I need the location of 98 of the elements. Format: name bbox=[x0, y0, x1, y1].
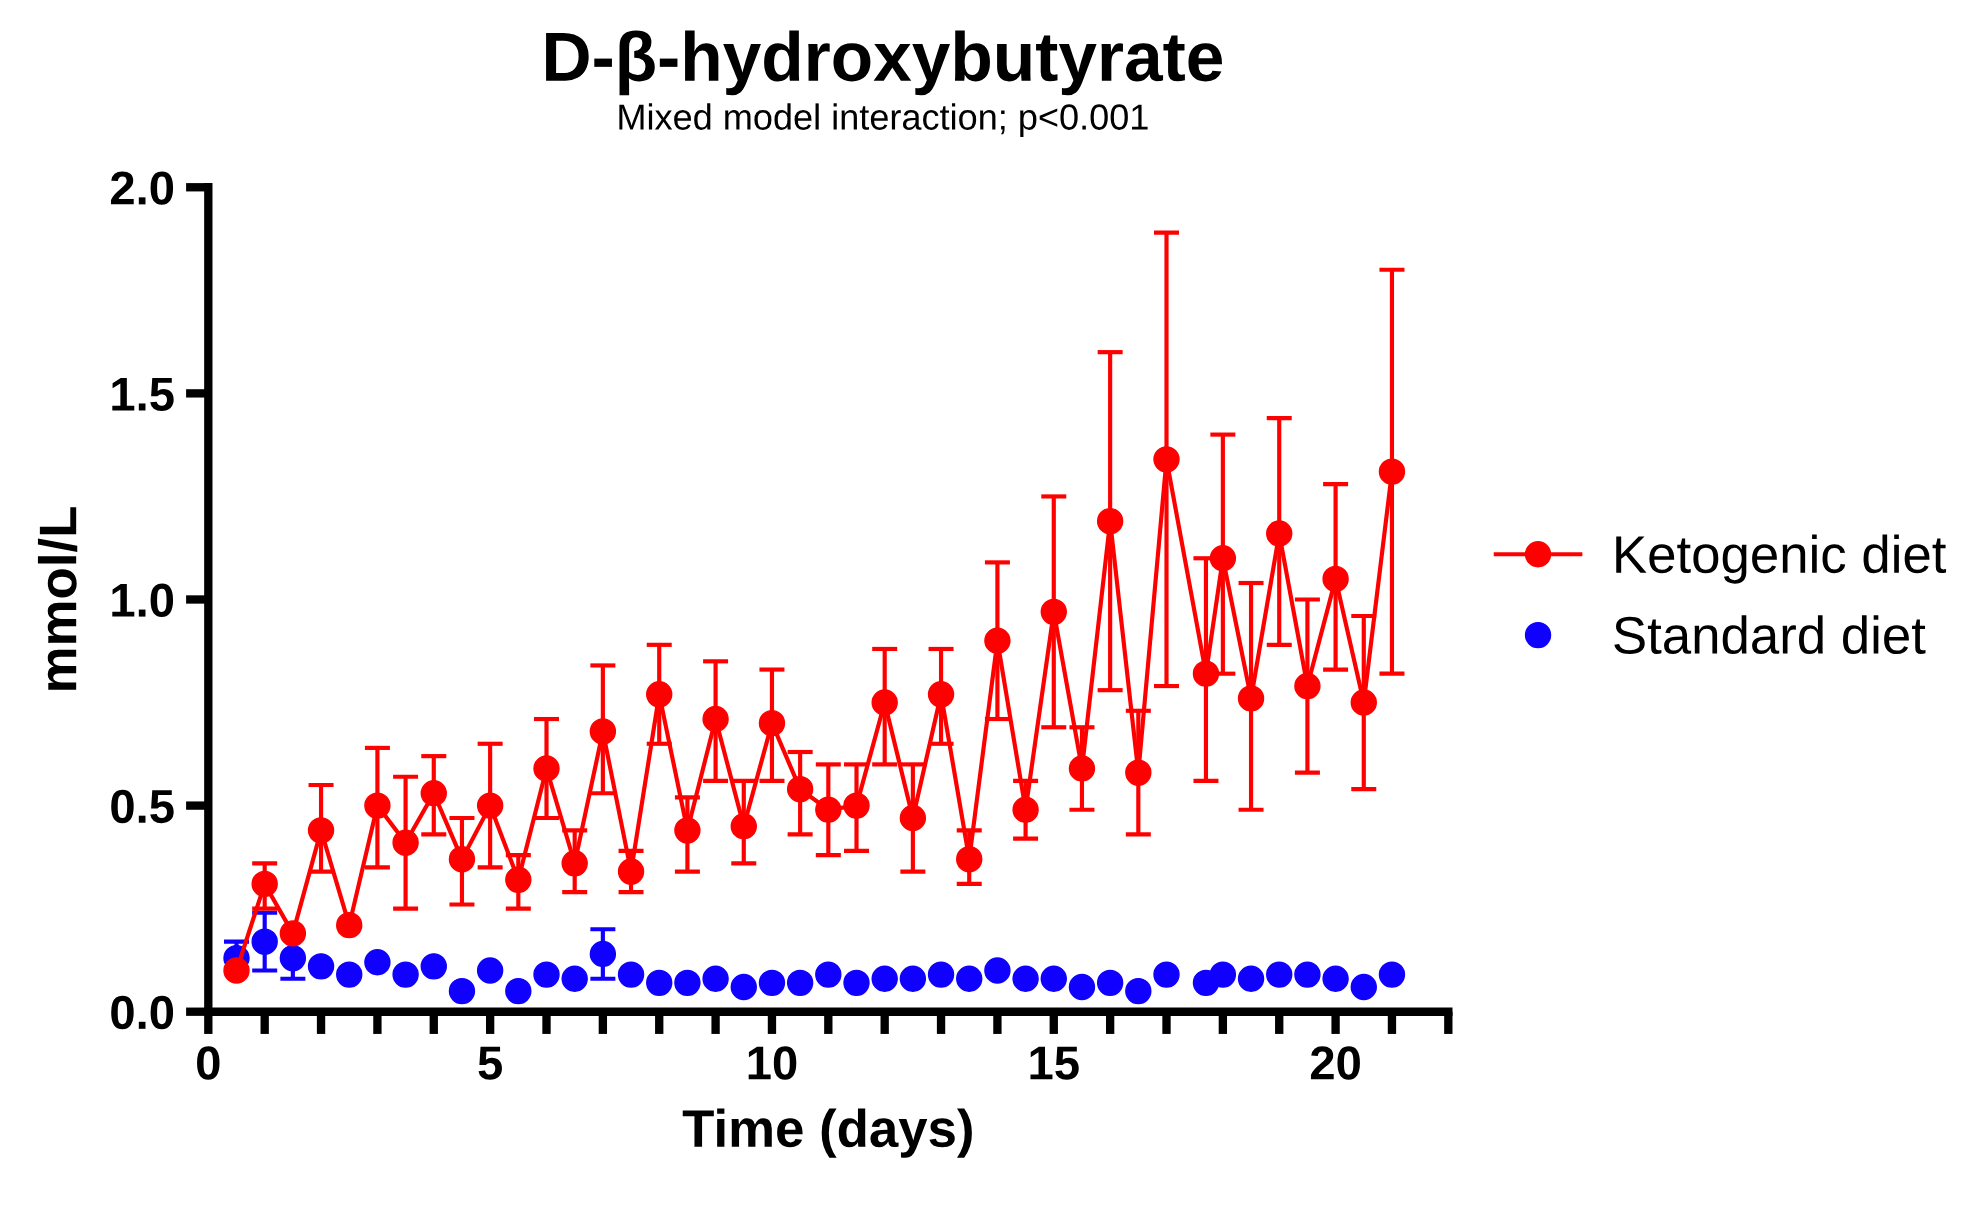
point bbox=[448, 977, 476, 1005]
point bbox=[420, 780, 447, 807]
point bbox=[758, 969, 786, 997]
point bbox=[871, 689, 898, 716]
y-tick-label: 1.0 bbox=[112, 583, 174, 618]
x-tick-label: 20 bbox=[1310, 1046, 1360, 1080]
point bbox=[730, 973, 757, 1001]
point bbox=[223, 957, 250, 984]
y-tick-label: 2.0 bbox=[110, 171, 174, 205]
x-axis-title: Time (days) bbox=[682, 1108, 972, 1158]
point bbox=[1378, 458, 1406, 485]
point bbox=[336, 961, 363, 988]
point bbox=[1012, 965, 1039, 992]
point bbox=[505, 977, 532, 1005]
legend-label: Ketogenic diet bbox=[1616, 534, 1947, 584]
point bbox=[1012, 796, 1039, 823]
point bbox=[392, 961, 419, 988]
point bbox=[251, 928, 278, 955]
point bbox=[956, 965, 983, 992]
point bbox=[476, 957, 504, 984]
point bbox=[646, 969, 673, 997]
point bbox=[1209, 961, 1237, 988]
point bbox=[336, 911, 363, 939]
point bbox=[1378, 961, 1406, 988]
point bbox=[927, 681, 955, 708]
point bbox=[561, 850, 588, 877]
point bbox=[251, 870, 278, 898]
point bbox=[533, 755, 560, 782]
point bbox=[1153, 961, 1180, 988]
point bbox=[984, 957, 1011, 984]
point bbox=[758, 709, 786, 737]
point bbox=[646, 681, 673, 708]
x-tick-label: 15 bbox=[1030, 1046, 1079, 1080]
point bbox=[1322, 965, 1349, 992]
x-tick-label: 0 bbox=[197, 1046, 220, 1080]
point bbox=[307, 817, 335, 844]
point bbox=[1068, 973, 1096, 1001]
point bbox=[927, 961, 955, 988]
point bbox=[984, 627, 1011, 654]
point bbox=[1125, 977, 1152, 1005]
x-tick-label: 10 bbox=[748, 1046, 797, 1080]
point bbox=[871, 965, 898, 992]
point bbox=[420, 953, 447, 980]
point bbox=[364, 792, 391, 819]
point bbox=[899, 965, 927, 992]
point bbox=[899, 804, 927, 832]
point bbox=[815, 796, 842, 823]
point bbox=[392, 829, 419, 856]
point bbox=[674, 817, 701, 844]
point bbox=[1266, 961, 1293, 988]
point bbox=[702, 705, 729, 733]
point bbox=[1096, 507, 1124, 535]
point bbox=[1153, 446, 1180, 473]
point bbox=[533, 961, 560, 988]
point bbox=[589, 718, 617, 745]
point bbox=[786, 775, 814, 803]
chart-subtitle: Mixed model interaction; p<0.001 bbox=[619, 103, 1148, 138]
point bbox=[843, 969, 870, 997]
point bbox=[505, 866, 532, 893]
point bbox=[448, 845, 476, 873]
point bbox=[1350, 689, 1377, 716]
point bbox=[561, 965, 588, 992]
point bbox=[617, 858, 645, 885]
point bbox=[364, 949, 391, 976]
point bbox=[589, 940, 617, 968]
point bbox=[1237, 965, 1265, 992]
x-tick-label: 5 bbox=[478, 1046, 502, 1080]
y-axis-title: mmol/L bbox=[37, 507, 78, 690]
y-tick-label: 0.5 bbox=[111, 789, 174, 824]
point bbox=[1040, 598, 1067, 626]
point bbox=[1350, 973, 1377, 1001]
point bbox=[476, 792, 504, 819]
point bbox=[815, 961, 842, 988]
point bbox=[1125, 759, 1152, 786]
point bbox=[617, 961, 645, 988]
legend-label: Standard diet bbox=[1614, 615, 1926, 655]
chart-title: D-β-hydroxybutyrate bbox=[546, 30, 1222, 96]
point bbox=[1294, 672, 1321, 700]
point bbox=[1068, 755, 1096, 782]
point bbox=[843, 792, 870, 819]
point bbox=[702, 965, 729, 992]
point bbox=[1237, 685, 1265, 712]
point bbox=[674, 969, 701, 997]
point bbox=[730, 813, 757, 840]
point bbox=[1266, 520, 1293, 547]
y-tick-label: 0.0 bbox=[111, 995, 174, 1030]
point bbox=[956, 845, 983, 873]
point bbox=[1322, 565, 1349, 593]
point bbox=[1192, 660, 1220, 687]
point bbox=[307, 953, 335, 980]
point bbox=[786, 969, 814, 997]
point bbox=[1040, 965, 1067, 992]
point bbox=[1096, 969, 1124, 997]
y-tick-label: 1.5 bbox=[112, 378, 174, 411]
point bbox=[279, 944, 307, 972]
point bbox=[279, 920, 307, 947]
point bbox=[1294, 961, 1321, 988]
point bbox=[1209, 545, 1237, 572]
